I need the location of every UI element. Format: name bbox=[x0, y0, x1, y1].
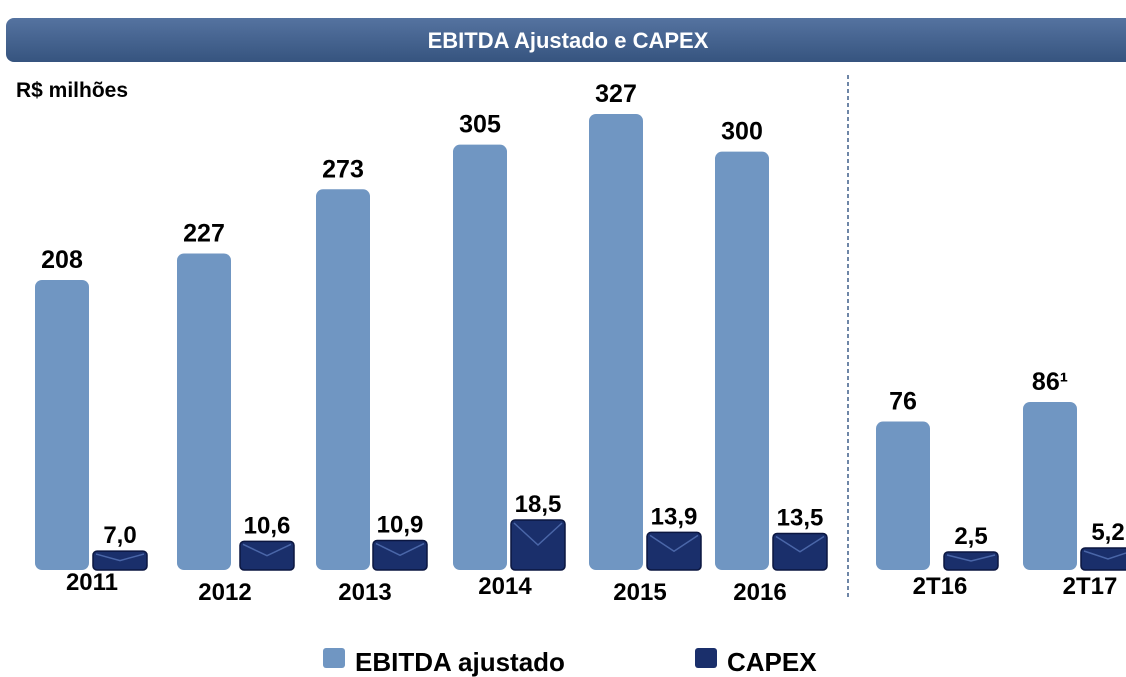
x-tick-label: 2015 bbox=[613, 579, 666, 606]
data-label: 76 bbox=[889, 388, 917, 416]
data-label: 13,5 bbox=[777, 505, 824, 532]
legend-label: CAPEX bbox=[727, 647, 817, 677]
data-label: 273 bbox=[322, 155, 364, 183]
bar-shine bbox=[1083, 550, 1126, 560]
bar bbox=[589, 114, 643, 570]
x-tick-label: 2T16 bbox=[913, 573, 968, 600]
data-label: 208 bbox=[41, 246, 83, 274]
data-label: 300 bbox=[721, 118, 763, 146]
data-label: 2,5 bbox=[954, 523, 987, 550]
data-label: 327 bbox=[595, 80, 637, 108]
bar bbox=[1023, 402, 1077, 570]
bar bbox=[177, 253, 231, 571]
x-tick-label: 2011 bbox=[66, 569, 118, 596]
legend-swatch bbox=[323, 648, 345, 668]
data-label: 7,0 bbox=[103, 522, 136, 549]
bar-shine bbox=[95, 553, 145, 562]
data-label: 10,9 bbox=[377, 512, 424, 539]
bar bbox=[35, 279, 89, 570]
data-label: 305 bbox=[459, 111, 501, 139]
bar bbox=[453, 144, 507, 570]
x-tick-label: 2013 bbox=[338, 579, 391, 606]
bar bbox=[1080, 547, 1126, 571]
bar bbox=[715, 151, 769, 571]
bar-shine bbox=[649, 534, 699, 553]
data-label: 227 bbox=[183, 219, 225, 247]
x-tick-label: 2012 bbox=[198, 579, 251, 606]
chart-title: EBITDA Ajustado e CAPEX bbox=[428, 28, 709, 53]
data-label: 5,2 bbox=[1091, 519, 1124, 546]
bar-shine bbox=[946, 554, 996, 562]
data-label: 13,9 bbox=[651, 503, 698, 530]
data-label: 18,5 bbox=[515, 491, 562, 518]
x-tick-label: 2014 bbox=[478, 573, 532, 600]
data-label: 10,6 bbox=[244, 512, 291, 539]
x-tick-label: 2T17 bbox=[1063, 573, 1118, 600]
bar-shine bbox=[375, 542, 425, 557]
x-tick-label: 2016 bbox=[733, 579, 786, 606]
header-band bbox=[6, 18, 1126, 62]
unit-label: R$ milhões bbox=[16, 79, 128, 102]
bar-shine bbox=[242, 543, 292, 557]
bar-shine bbox=[513, 522, 563, 547]
bar bbox=[316, 189, 370, 571]
legend-swatch bbox=[695, 648, 717, 668]
bar bbox=[876, 421, 930, 570]
data-label: 86¹ bbox=[1032, 368, 1068, 396]
bar-shine bbox=[775, 535, 825, 553]
legend-label: EBITDA ajustado bbox=[355, 647, 565, 677]
